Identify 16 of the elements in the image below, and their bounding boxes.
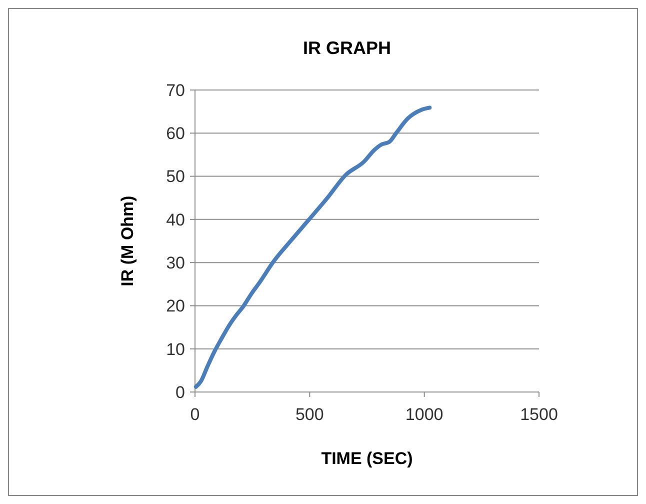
line-series [194, 106, 432, 389]
y-tick-label: 20 [166, 296, 185, 316]
y-axis-title: IR (M Ohm) [118, 196, 137, 286]
y-tick-label: 60 [166, 124, 185, 144]
y-tick-label: 40 [166, 210, 185, 230]
x-tick-label: 0 [190, 405, 200, 424]
x-tick-label: 1000 [405, 405, 444, 424]
chart-title: IR GRAPH [302, 38, 392, 58]
y-tick-label: 10 [166, 340, 185, 359]
x-tick-label: 1500 [520, 405, 558, 424]
y-tick-label: 70 [166, 80, 185, 100]
y-tick-label: 30 [166, 254, 185, 273]
x-axis-title: TIME (SEC) [321, 449, 413, 468]
y-tick-label: 0 [176, 382, 185, 402]
y-tick-label: 50 [166, 167, 185, 186]
x-tick-label: 500 [295, 405, 324, 424]
